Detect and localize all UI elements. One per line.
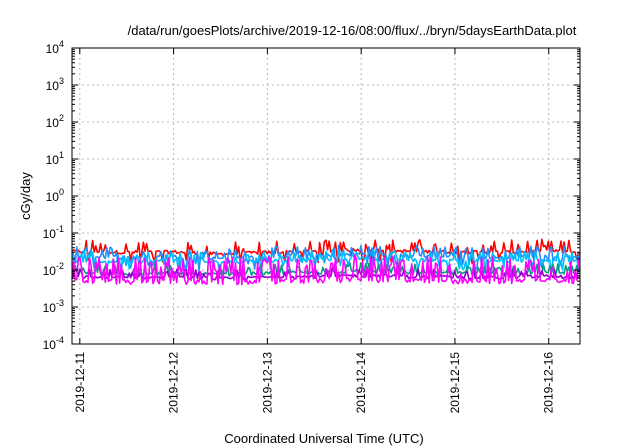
y-tick-label-base: 10: [43, 264, 57, 278]
y-tick-label-exponent: 0: [59, 187, 64, 197]
x-tick-label: 2019-12-13: [260, 352, 274, 414]
y-tick-label-exponent: -3: [56, 298, 64, 308]
x-tick-label: 2019-12-11: [73, 352, 87, 413]
y-tick-label-exponent: 3: [59, 76, 64, 86]
x-tick-label: 2019-12-16: [542, 352, 556, 414]
series-line-2: [71, 244, 581, 272]
y-tick-label: 10-1: [43, 224, 64, 241]
y-tick-label-exponent: 1: [59, 150, 64, 160]
y-tick-label-exponent: 4: [59, 39, 64, 49]
series-line-1: [71, 238, 581, 266]
series-group: [71, 238, 581, 286]
chart-title: /data/run/goesPlots/archive/2019-12-16/0…: [128, 23, 577, 38]
y-tick-label: 104: [46, 39, 64, 56]
y-tick-label-base: 10: [43, 227, 57, 241]
x-axis: 2019-12-11 2019-12-12 2019-12-13 2019-12-14…: [73, 48, 556, 413]
y-tick-label-base: 10: [46, 153, 60, 167]
y-tick-label-exponent: -1: [56, 224, 64, 234]
y-tick-label-base: 10: [46, 42, 60, 56]
y-tick-label-base: 10: [43, 301, 57, 315]
y-tick-label-base: 10: [46, 190, 60, 204]
grid: [72, 48, 580, 344]
y-tick-label: 101: [46, 150, 64, 167]
y-tick-label: 100: [46, 187, 64, 204]
x-tick-label: 2019-12-12: [167, 352, 181, 414]
x-tick-label: 2019-12-14: [354, 352, 368, 414]
y-tick-label-base: 10: [43, 338, 57, 352]
y-tick-label-exponent: -2: [56, 261, 64, 271]
y-tick-label: 10-2: [43, 261, 64, 278]
y-tick-label: 102: [46, 113, 64, 130]
y-tick-label: 103: [46, 76, 64, 93]
y-tick-label: 10-3: [43, 298, 64, 315]
y-tick-label: 10-4: [43, 335, 64, 352]
y-tick-label-exponent: 2: [59, 113, 64, 123]
series-line-6: [71, 254, 581, 286]
y-tick-label-base: 10: [46, 79, 60, 93]
y-tick-label-base: 10: [46, 116, 60, 130]
x-tick-label: 2019-12-15: [448, 352, 462, 414]
y-tick-label-exponent: -4: [56, 335, 64, 345]
y-axis-label: cGy/day: [18, 172, 33, 220]
x-axis-label: Coordinated Universal Time (UTC): [224, 431, 423, 446]
